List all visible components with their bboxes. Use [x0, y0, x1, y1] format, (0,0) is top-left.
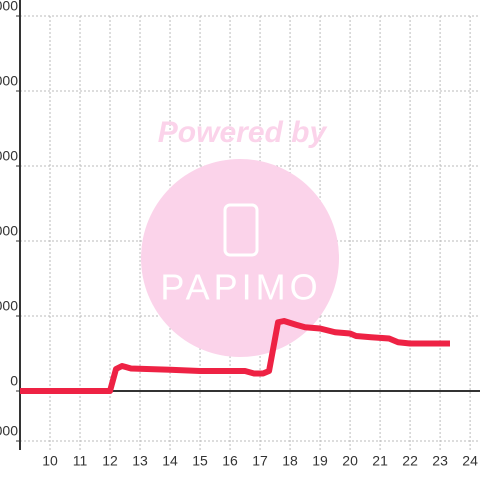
- x-tick-label: 17: [252, 453, 268, 469]
- x-tick-label: 19: [312, 453, 328, 469]
- x-tick-label: 11: [73, 453, 88, 469]
- y-tick-label: 150,000: [0, 0, 18, 14]
- x-tick-label: 14: [162, 453, 178, 469]
- x-tick-label: 10: [42, 453, 58, 469]
- y-tick-label: 60,000: [0, 223, 18, 239]
- watermark-text: Powered by: [158, 116, 328, 149]
- y-tick-label: 0: [10, 373, 18, 389]
- x-tick-label: 21: [372, 453, 388, 469]
- x-tick-label: 22: [402, 453, 418, 469]
- y-tick-label: 90,000: [0, 148, 18, 164]
- watermark: Powered by PAPIMO: [141, 116, 339, 357]
- x-tick-label: 13: [132, 453, 148, 469]
- x-tick-label: 23: [432, 453, 448, 469]
- watermark-circle: [141, 159, 339, 357]
- watermark-icon: [223, 203, 259, 257]
- y-tick-label: 30,000: [0, 298, 18, 314]
- x-tick-label: 20: [342, 453, 358, 469]
- y-tick-label: 120,000: [0, 73, 18, 89]
- x-tick-label: 12: [102, 453, 118, 469]
- watermark-logo: PAPIMO: [160, 267, 321, 308]
- line-series: [20, 318, 450, 394]
- x-tick-label: 18: [282, 453, 298, 469]
- x-tick-label: 24: [462, 453, 478, 469]
- y-tick-label: -20,000: [0, 423, 18, 439]
- x-tick-label: 16: [222, 453, 238, 469]
- x-tick-label: 15: [192, 453, 208, 469]
